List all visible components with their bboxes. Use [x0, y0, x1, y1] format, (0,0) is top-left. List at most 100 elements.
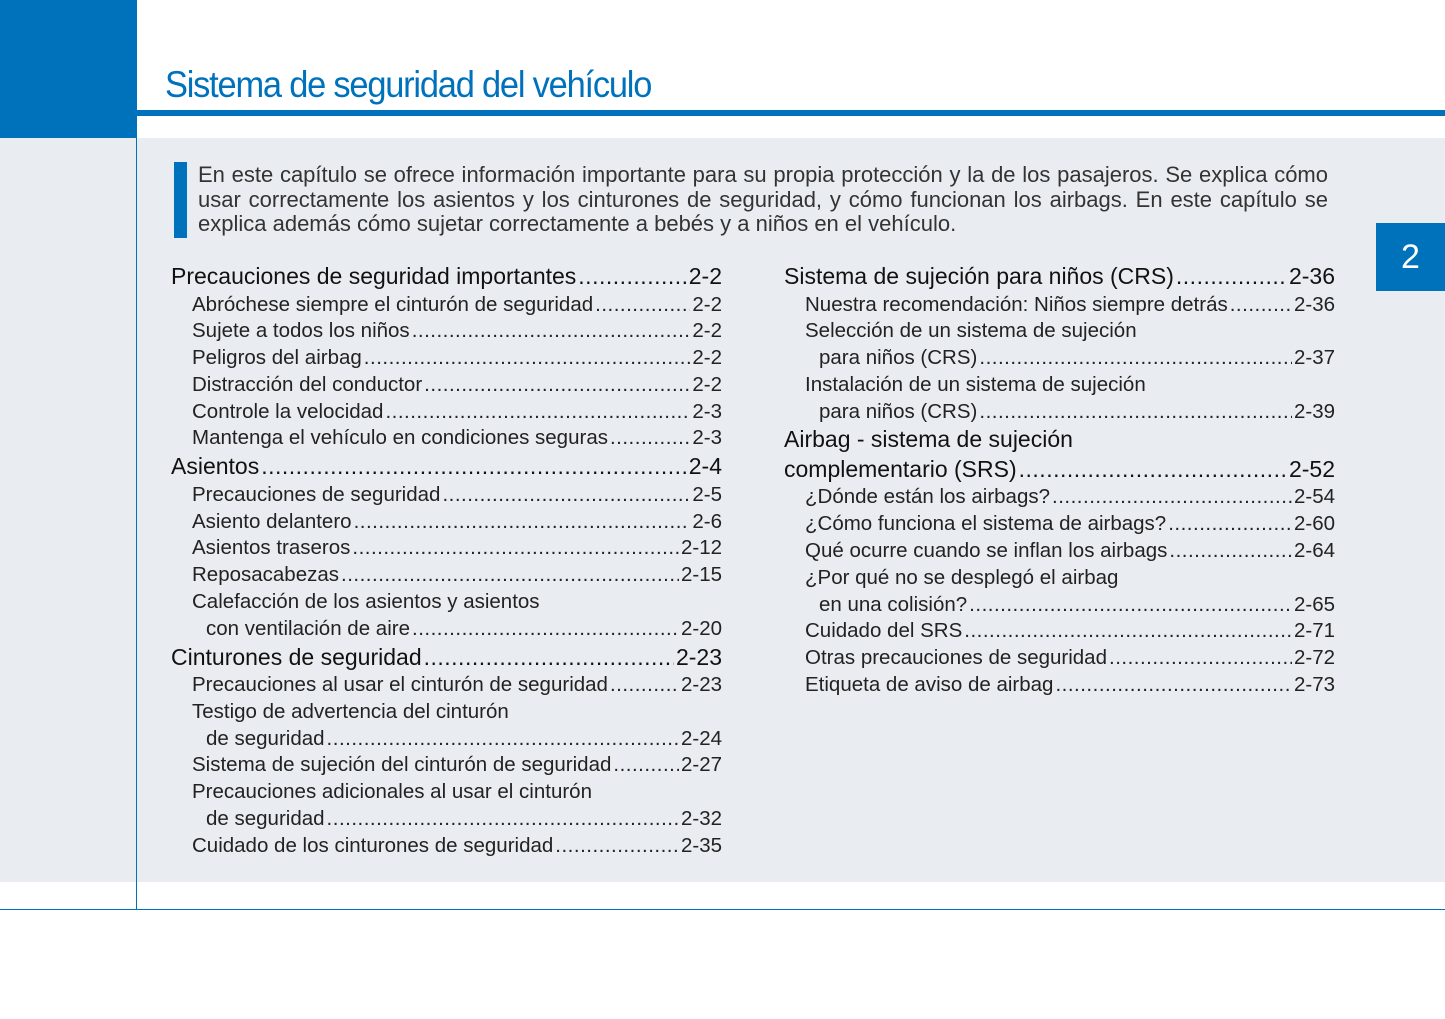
toc-entry-title: para niños (CRS) [819, 399, 978, 423]
toc-entry-line[interactable]: Precauciones adicionales al usar el cint… [171, 779, 722, 806]
toc-entry[interactable]: Peligros del airbag 2-2 [171, 345, 722, 372]
toc-entry[interactable]: en una colisión? 2-65 [784, 592, 1335, 619]
dot-leader [578, 262, 686, 292]
toc-entry-title: Peligros del airbag [192, 346, 362, 370]
toc-entry-line[interactable]: ¿Por qué no se desplegó el airbag [784, 565, 1335, 592]
toc-entry-title: Precauciones adicionales al usar el cint… [192, 780, 592, 804]
toc-entry-title: Abróchese siempre el cinturón de segurid… [192, 292, 594, 316]
toc-entry-line[interactable]: Calefacción de los asientos y asientos [171, 589, 722, 616]
toc-entry-title: Qué ocurre cuando se inflan los airbags [805, 539, 1168, 563]
toc-entry[interactable]: Cuidado de los cinturones de seguridad 2-… [171, 833, 722, 860]
toc-entry[interactable]: de seguridad 2-32 [171, 806, 722, 833]
toc-entry[interactable]: complementario (SRS) 2-52 [784, 455, 1335, 485]
intro-accent-bar [174, 162, 187, 238]
toc-entry-title: Asientos traseros [192, 536, 351, 560]
dot-leader [327, 726, 679, 753]
toc-page-number: 2-24 [680, 726, 722, 750]
dot-leader [969, 592, 1292, 619]
toc-page-number: 2-23 [680, 673, 722, 697]
toc-page-number: 2-65 [1293, 592, 1335, 616]
toc-entry[interactable]: Asientos 2-4 [171, 452, 722, 482]
dot-leader [1176, 262, 1287, 292]
toc-entry-title: de seguridad [206, 807, 325, 831]
dot-leader [424, 372, 690, 399]
toc-entry[interactable]: Controle la velocidad 2-3 [171, 399, 722, 426]
toc-entry[interactable]: Abróchese siempre el cinturón de segurid… [171, 292, 722, 319]
dot-leader [555, 833, 679, 860]
toc-entry-title: Testigo de advertencia del cinturón [192, 699, 509, 723]
toc-entry-title: Instalación de un sistema de sujeción [805, 372, 1146, 396]
dot-leader [1168, 511, 1292, 538]
toc-entry-line[interactable]: Instalación de un sistema de sujeción [784, 372, 1335, 399]
toc-page-number: 2-39 [1293, 399, 1335, 423]
toc-entry-title: Cuidado de los cinturones de seguridad [192, 833, 554, 857]
dot-leader [979, 399, 1292, 426]
dot-leader [354, 509, 691, 536]
toc-entry[interactable]: ¿Cómo funciona el sistema de airbags? 2-6… [784, 511, 1335, 538]
toc-page-number: 2-5 [692, 482, 722, 506]
toc-entry-title: Cinturones de seguridad [171, 643, 422, 670]
toc-entry[interactable]: con ventilación de aire 2-20 [171, 616, 722, 643]
toc-entry-title: Controle la velocidad [192, 399, 384, 423]
dot-leader [385, 399, 690, 426]
toc-entry[interactable]: Cuidado del SRS 2-71 [784, 618, 1335, 645]
toc-entry[interactable]: Mantenga el vehículo en condiciones segu… [171, 425, 722, 452]
dot-leader [1169, 538, 1292, 565]
toc-entry[interactable]: Precauciones al usar el cinturón de segu… [171, 672, 722, 699]
toc-page-number: 2-12 [680, 536, 722, 560]
toc-entry-title: Distracción del conductor [192, 372, 423, 396]
toc-entry-title: ¿Cómo funciona el sistema de airbags? [805, 512, 1167, 536]
toc-entry[interactable]: Sistema de sujeción para niños (CRS) 2-36 [784, 262, 1335, 292]
toc-entry[interactable]: Sistema de sujeción del cinturón de segu… [171, 752, 722, 779]
toc-entry-title: Mantenga el vehículo en condiciones segu… [192, 426, 608, 450]
chapter-tab[interactable]: 2 [1376, 223, 1445, 291]
toc-entry[interactable]: Otras precauciones de seguridad 2-72 [784, 645, 1335, 672]
dot-leader [1019, 455, 1287, 485]
toc-page-number: 2-3 [692, 426, 722, 450]
toc-entry[interactable]: para niños (CRS) 2-37 [784, 345, 1335, 372]
toc-page-number: 2-2 [692, 346, 722, 370]
toc-entry[interactable]: Asientos traseros 2-12 [171, 535, 722, 562]
toc-entry[interactable]: Asiento delantero 2-6 [171, 509, 722, 536]
dot-leader [979, 345, 1292, 372]
toc-entry-line[interactable]: Selección de un sistema de sujeción [784, 318, 1335, 345]
toc-entry-title: en una colisión? [819, 592, 968, 616]
toc-entry-line[interactable]: Testigo de advertencia del cinturón [171, 699, 722, 726]
toc-entry-line[interactable]: Airbag - sistema de sujeción [784, 425, 1335, 455]
toc-entry-title: para niños (CRS) [819, 346, 978, 370]
dot-leader [412, 318, 691, 345]
toc-page-number: 2-72 [1293, 646, 1335, 670]
toc-entry[interactable]: Precauciones de seguridad importantes 2-2 [171, 262, 722, 292]
toc-page-number: 2-71 [1293, 619, 1335, 643]
toc-entry[interactable]: ¿Dónde están los airbags? 2-54 [784, 484, 1335, 511]
toc-page-number: 2-54 [1293, 485, 1335, 509]
margin-line [136, 138, 137, 910]
dot-leader [1055, 672, 1292, 699]
toc-entry[interactable]: Etiqueta de aviso de airbag 2-73 [784, 672, 1335, 699]
toc-entry[interactable]: Distracción del conductor 2-2 [171, 372, 722, 399]
dot-leader [595, 292, 690, 319]
toc-entry[interactable]: Cinturones de seguridad 2-23 [171, 643, 722, 673]
toc-entry[interactable]: Sujete a todos los niños 2-2 [171, 318, 722, 345]
dot-leader [1109, 645, 1292, 672]
toc-page-number: 2-37 [1293, 346, 1335, 370]
toc-page-number: 2-15 [680, 563, 722, 587]
toc-page-number: 2-20 [680, 616, 722, 640]
toc-entry-title: Nuestra recomendación: Niños siempre det… [805, 292, 1228, 316]
toc-entry[interactable]: de seguridad 2-24 [171, 726, 722, 753]
toc-page-number: 2-6 [692, 509, 722, 533]
toc-page-number: 2-23 [675, 643, 722, 670]
toc-entry[interactable]: Reposacabezas 2-15 [171, 562, 722, 589]
toc-page-number: 2-2 [692, 372, 722, 396]
toc-entry[interactable]: Precauciones de seguridad 2-5 [171, 482, 722, 509]
toc-page-number: 2-60 [1293, 512, 1335, 536]
dot-leader [613, 752, 679, 779]
dot-leader [341, 562, 679, 589]
toc-entry[interactable]: Nuestra recomendación: Niños siempre det… [784, 292, 1335, 319]
dot-leader [610, 672, 679, 699]
dot-leader [964, 618, 1292, 645]
toc-entry[interactable]: Qué ocurre cuando se inflan los airbags 2… [784, 538, 1335, 565]
toc-entry[interactable]: para niños (CRS) 2-39 [784, 399, 1335, 426]
toc-page-number: 2-73 [1293, 673, 1335, 697]
toc-page-number: 2-2 [688, 263, 722, 289]
